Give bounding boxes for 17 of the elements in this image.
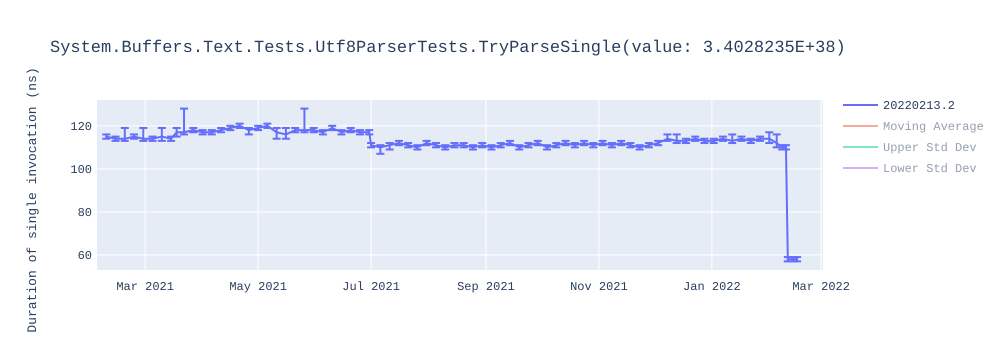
legend-label: Moving Average [883, 120, 984, 134]
legend-label: Upper Std Dev [883, 141, 977, 155]
y-tick-label: 80 [78, 206, 92, 220]
chart-title: System.Buffers.Text.Tests.Utf8ParserTests.TryParseSingle(value: 3.4028235E+38) [50, 39, 846, 58]
y-axis-title: Duration of single invocation (ns) [25, 67, 40, 333]
legend-label: 20220213.2 [883, 99, 956, 113]
y-tick-label: 120 [70, 120, 92, 134]
x-tick-label: Mar 2021 [116, 280, 174, 294]
x-tick-label: Jul 2021 [342, 280, 400, 294]
x-tick-label: Nov 2021 [570, 280, 628, 294]
x-tick-label: Mar 2022 [792, 280, 850, 294]
y-tick-label: 100 [70, 162, 92, 177]
legend-label: Lower Std Dev [883, 162, 977, 176]
x-tick-label: Sep 2021 [457, 280, 515, 294]
x-tick-label: May 2021 [229, 280, 287, 294]
y-tick-label: 60 [78, 248, 92, 263]
x-tick-label: Jan 2022 [683, 280, 741, 294]
